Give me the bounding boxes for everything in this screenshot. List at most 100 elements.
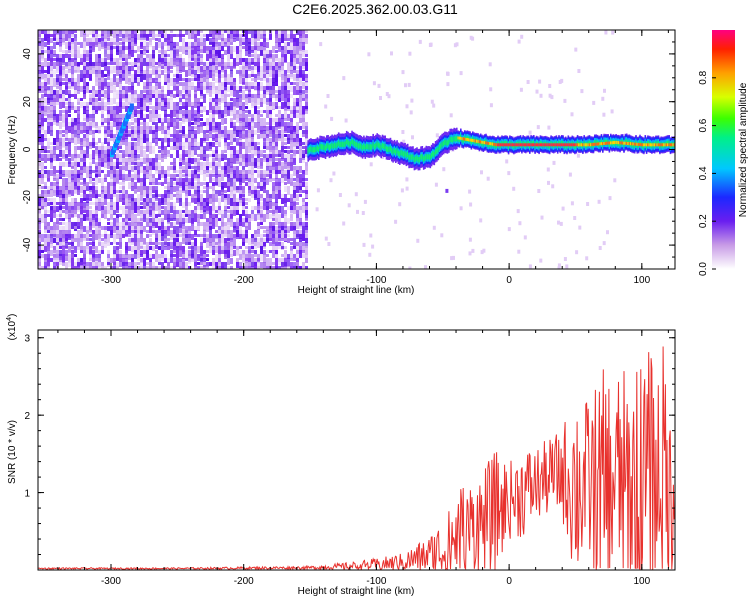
noise-cell <box>188 150 191 155</box>
noise-cell <box>287 234 290 237</box>
noise-cell <box>56 130 59 139</box>
noise-cell <box>128 158 131 165</box>
noise-cell <box>158 166 161 169</box>
noise-cell <box>65 78 68 85</box>
noise-cell <box>149 166 152 170</box>
noise-cell <box>278 206 281 213</box>
noise-cell <box>245 78 248 82</box>
signal-cell <box>328 144 331 150</box>
noise-cell <box>173 166 176 173</box>
noise-cell <box>188 170 191 175</box>
noise-cell <box>152 34 155 40</box>
noise-cell <box>194 102 197 108</box>
signal-cell <box>314 147 316 153</box>
noise-cell <box>44 94 47 97</box>
noise-cell <box>224 262 227 266</box>
noise-cell <box>98 86 101 91</box>
noise-cell <box>95 162 98 169</box>
noise-cell <box>41 178 44 184</box>
noise-cell <box>197 178 200 184</box>
noise-cell <box>233 230 236 233</box>
noise-cell <box>218 190 221 196</box>
noise-cell <box>77 230 80 238</box>
noise-cell <box>517 249 521 254</box>
noise-cell <box>116 166 119 169</box>
noise-cell <box>212 66 215 72</box>
noise-cell <box>176 102 179 106</box>
noise-cell <box>152 46 155 53</box>
noise-cell <box>80 198 83 203</box>
noise-cell <box>149 262 152 269</box>
noise-cell <box>74 90 77 95</box>
signal-core <box>497 143 499 147</box>
noise-cell <box>254 78 257 82</box>
noise-cell <box>68 54 71 60</box>
noise-cell <box>137 206 140 213</box>
noise-cell <box>113 230 116 233</box>
noise-cell <box>191 150 194 157</box>
noise-cell <box>299 210 302 219</box>
noise-cell <box>89 102 92 105</box>
noise-cell <box>278 258 281 262</box>
noise-cell <box>281 118 284 127</box>
noise-cell <box>209 134 212 137</box>
noise-cell <box>131 162 134 165</box>
noise-cell <box>173 74 176 77</box>
noise-cell <box>260 158 263 162</box>
noise-cell <box>263 182 266 189</box>
noise-cell <box>41 94 44 99</box>
noise-cell <box>278 46 281 52</box>
noise-cell <box>209 226 212 230</box>
noise-cell <box>116 78 119 85</box>
noise-cell <box>164 154 167 159</box>
noise-cell <box>200 254 203 261</box>
noise-cell <box>194 78 197 81</box>
noise-cell <box>131 130 134 135</box>
noise-cell <box>128 78 131 82</box>
noise-cell <box>134 74 137 80</box>
noise-cell <box>155 222 158 228</box>
noise-cell <box>137 258 140 261</box>
noise-cell <box>140 30 143 37</box>
noise-cell <box>200 78 203 82</box>
noise-cell <box>101 234 104 237</box>
noise-cell <box>170 98 173 106</box>
noise-cell <box>221 98 224 101</box>
noise-cell <box>266 126 269 131</box>
noise-cell <box>305 86 308 93</box>
noise-cell <box>203 138 206 141</box>
noise-cell <box>128 42 131 49</box>
noise-cell <box>200 242 203 246</box>
noise-cell <box>275 190 278 195</box>
noise-cell <box>260 154 263 157</box>
noise-cell <box>179 102 182 105</box>
noise-cell <box>149 66 152 69</box>
noise-cell <box>179 166 182 171</box>
noise-cell <box>245 106 248 109</box>
noise-cell <box>107 146 110 149</box>
noise-cell <box>305 266 308 269</box>
noise-cell <box>227 226 230 230</box>
signal-cell <box>412 154 414 160</box>
noise-cell <box>251 38 254 45</box>
noise-cell <box>233 62 236 68</box>
noise-cell <box>62 218 65 221</box>
noise-cell <box>176 150 179 158</box>
noise-cell <box>218 110 221 117</box>
noise-cell <box>107 202 110 210</box>
noise-cell <box>260 78 263 81</box>
noise-cell <box>254 266 257 269</box>
noise-cell <box>601 96 605 101</box>
noise-cell <box>296 114 299 118</box>
noise-cell <box>113 82 116 89</box>
noise-cell <box>164 254 167 260</box>
noise-cell <box>452 255 455 260</box>
noise-cell <box>227 62 230 67</box>
noise-cell <box>110 86 113 90</box>
noise-cell <box>101 226 104 230</box>
noise-cell <box>233 46 236 52</box>
noise-cell <box>113 266 116 269</box>
noise-cell <box>293 110 296 114</box>
noise-cell <box>143 30 146 37</box>
noise-cell <box>254 34 257 39</box>
